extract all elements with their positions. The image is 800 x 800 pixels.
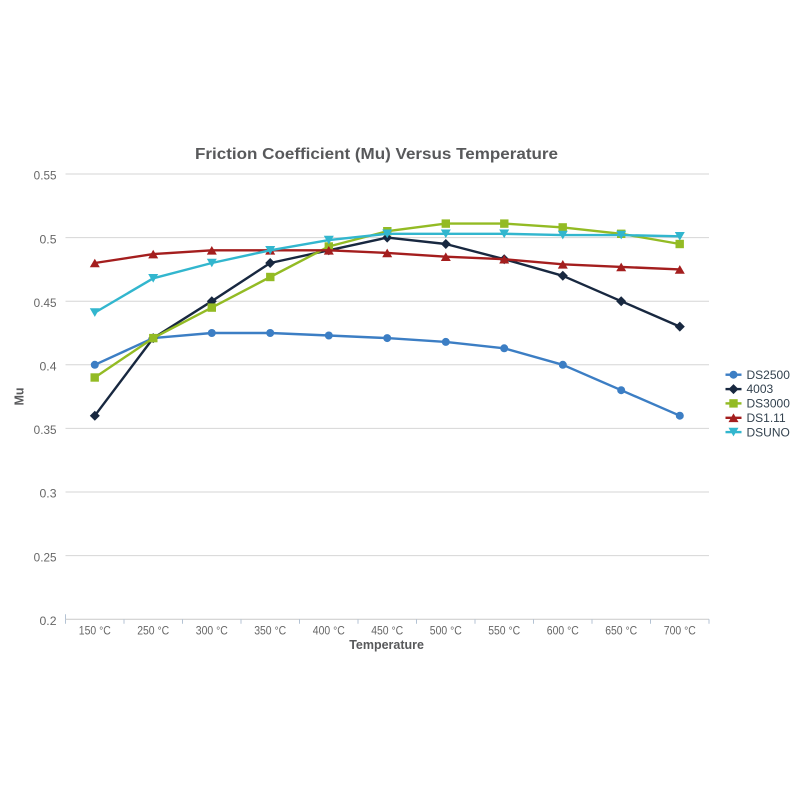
svg-text:Mu: Mu — [13, 387, 27, 405]
svg-text:DS3000: DS3000 — [747, 397, 791, 411]
svg-text:550 °C: 550 °C — [488, 624, 520, 638]
svg-text:0.55: 0.55 — [34, 171, 57, 183]
svg-text:0.45: 0.45 — [34, 298, 57, 310]
svg-text:400 °C: 400 °C — [313, 624, 345, 638]
svg-text:700 °C: 700 °C — [664, 624, 696, 638]
svg-text:250 °C: 250 °C — [137, 624, 169, 638]
svg-text:450 °C: 450 °C — [371, 624, 403, 638]
svg-text:Temperature: Temperature — [349, 638, 424, 652]
svg-text:500 °C: 500 °C — [430, 624, 462, 638]
svg-text:0.5: 0.5 — [40, 234, 57, 246]
svg-text:DS2500: DS2500 — [747, 368, 791, 382]
svg-text:650 °C: 650 °C — [605, 624, 637, 638]
svg-text:Friction Coefficient (Mu) Vers: Friction Coefficient (Mu) Versus Tempera… — [195, 146, 558, 163]
svg-text:0.3: 0.3 — [40, 489, 57, 501]
svg-text:0.2: 0.2 — [40, 616, 57, 628]
svg-text:DS1.11: DS1.11 — [747, 411, 786, 425]
svg-text:150 °C: 150 °C — [79, 624, 111, 638]
svg-text:4003: 4003 — [747, 382, 774, 396]
svg-text:600 °C: 600 °C — [547, 624, 579, 638]
svg-text:DSUNO: DSUNO — [747, 425, 790, 439]
svg-text:350 °C: 350 °C — [254, 624, 286, 638]
svg-text:0.35: 0.35 — [34, 425, 57, 437]
svg-text:0.25: 0.25 — [34, 552, 57, 564]
svg-text:0.4: 0.4 — [40, 362, 58, 374]
svg-text:300 °C: 300 °C — [196, 624, 228, 638]
